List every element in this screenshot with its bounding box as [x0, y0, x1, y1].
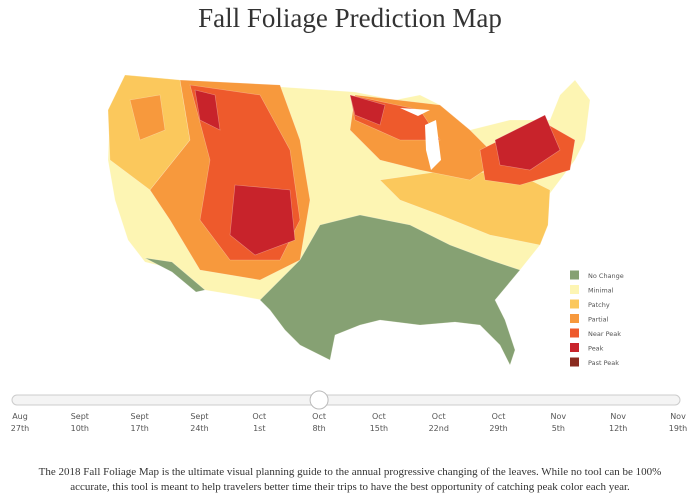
date-month[interactable]: Oct	[372, 412, 386, 421]
date-month[interactable]: Oct	[492, 412, 506, 421]
slider-track[interactable]	[11, 394, 681, 406]
legend-label: Partial	[588, 316, 609, 324]
date-day[interactable]: 12th	[609, 424, 627, 433]
map-region	[194, 89, 221, 131]
legend-label: No Change	[588, 272, 624, 280]
date-day[interactable]: 15th	[370, 424, 388, 433]
legend-swatch	[570, 343, 579, 352]
date-day[interactable]: 1st	[253, 424, 265, 433]
date-day[interactable]: 8th	[312, 424, 325, 433]
legend-label: Peak	[588, 345, 604, 353]
description-line: The 2018 Fall Foliage Map is the ultimat…	[39, 466, 662, 478]
date-day[interactable]: 27th	[11, 424, 29, 433]
date-day[interactable]: 24th	[190, 424, 208, 433]
legend-swatch	[570, 285, 579, 294]
date-month[interactable]: Aug	[12, 412, 28, 421]
lake	[400, 108, 430, 116]
map-region	[144, 257, 206, 293]
title: Fall Foliage Prediction Map	[198, 3, 502, 33]
date-month[interactable]: Nov	[670, 412, 686, 421]
date-day[interactable]: 22nd	[429, 424, 449, 433]
legend-swatch	[570, 270, 579, 280]
legend-swatch	[570, 299, 579, 309]
date-day[interactable]: 17th	[130, 424, 148, 433]
legend: No Change Minimal Patchy Partial Near Peak Pe…	[570, 270, 624, 367]
date-day[interactable]: 19th	[669, 424, 687, 433]
map-region	[259, 214, 521, 366]
map	[107, 74, 591, 366]
date-month[interactable]: Nov	[551, 412, 567, 421]
date-month[interactable]: Oct	[252, 412, 266, 421]
legend-label: Near Peak	[588, 330, 621, 338]
legend-swatch	[570, 328, 579, 338]
lake	[425, 120, 441, 170]
date-month[interactable]: Oct	[432, 412, 446, 421]
date-month[interactable]: Sept	[131, 412, 149, 421]
date-day[interactable]: 10th	[71, 424, 89, 433]
date-month[interactable]: Sept	[190, 412, 208, 421]
legend-label: Patchy	[588, 301, 610, 309]
date-day[interactable]: 29th	[489, 424, 507, 433]
legend-label: Minimal	[588, 287, 614, 295]
map-region	[229, 184, 296, 256]
legend-swatch	[570, 314, 579, 323]
date-month[interactable]: Sept	[71, 412, 89, 421]
map-region	[349, 94, 386, 126]
map-region	[494, 114, 561, 171]
slider-thumb[interactable]	[309, 390, 329, 410]
date-month[interactable]: Nov	[610, 412, 626, 421]
slider-labels: Aug 27th Sept 10th Sept 17th Sept 24th Oct 1st Oct…	[11, 412, 687, 433]
date-day[interactable]: 5th	[552, 424, 565, 433]
legend-label: Past Peak	[588, 359, 619, 367]
description-line: accurate, this tool is meant to help tra…	[70, 481, 630, 493]
legend-swatch	[570, 357, 579, 367]
date-month[interactable]: Oct	[312, 412, 326, 421]
map-region	[129, 94, 166, 141]
